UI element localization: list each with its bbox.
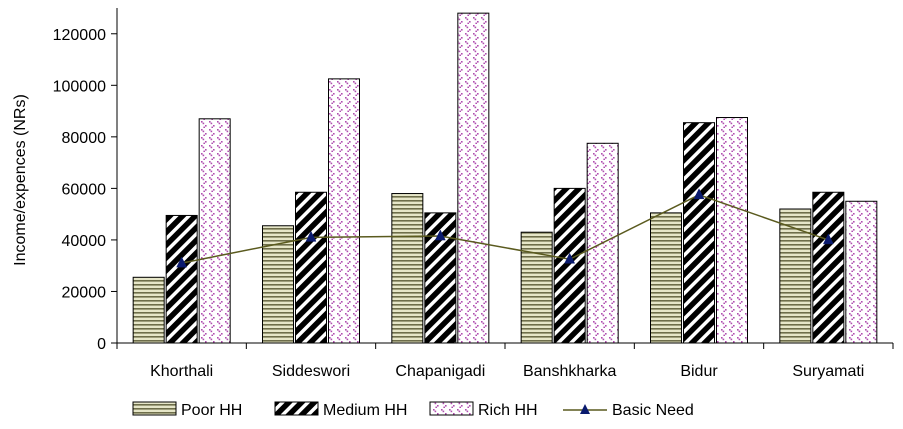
- basic-need-marker: [822, 233, 834, 245]
- bar-rich-hh: [716, 117, 748, 344]
- y-tick-label: 0: [97, 336, 106, 353]
- bar-medium-hh: [683, 122, 715, 344]
- legend-label: Medium HH: [323, 402, 407, 419]
- y-axis-label: Income/expences (NRs): [12, 94, 29, 266]
- y-tick-label: 80000: [62, 130, 107, 147]
- x-tick-label: Khorthali: [150, 363, 213, 380]
- basic-need-marker: [434, 229, 446, 241]
- x-tick-label: Siddeswori: [272, 363, 350, 380]
- x-tick-label: Chapanigadi: [395, 363, 485, 380]
- x-tick-label: Suryamati: [792, 363, 864, 380]
- legend-swatch: [132, 401, 177, 416]
- y-tick-label: 60000: [62, 181, 107, 198]
- y-tick-label: 100000: [53, 78, 106, 95]
- axes: 0 20000 40000 60000 80000 100000 120000: [53, 8, 894, 353]
- legend-swatch: [274, 401, 319, 416]
- legend-triangle-icon: [580, 404, 590, 414]
- y-tick-label: 120000: [53, 27, 106, 44]
- basic-need-marker: [305, 230, 317, 242]
- bars: [132, 12, 878, 344]
- bar-poor-hh: [650, 212, 682, 344]
- legend-label: Basic Need: [612, 402, 694, 419]
- bar-medium-hh: [553, 187, 586, 344]
- basic-need-marker: [693, 188, 705, 200]
- bar-rich-hh: [198, 118, 231, 344]
- legend: Poor HH Medium HH Rich HH Basic Need: [132, 401, 694, 419]
- bar-medium-hh: [812, 191, 845, 344]
- basic-need-marker: [176, 256, 188, 268]
- basic-need-line-layer: [176, 188, 834, 268]
- bar-poor-hh: [391, 193, 424, 344]
- bar-poor-hh: [520, 231, 553, 344]
- basic-need-marker: [564, 252, 576, 264]
- legend-swatch: [429, 401, 474, 416]
- legend-label: Rich HH: [478, 402, 538, 419]
- bar-medium-hh: [165, 214, 198, 344]
- bar-rich-hh: [845, 200, 878, 344]
- bar-poor-hh: [132, 276, 165, 344]
- x-tick-label: Banshkharka: [523, 363, 616, 380]
- bar-medium-hh: [295, 191, 327, 344]
- y-tick-label: 20000: [62, 284, 107, 301]
- category-labels: Khorthali Siddeswori Chapanigadi Banshkhark…: [150, 363, 864, 380]
- basic-need-line: [181, 194, 829, 264]
- bar-rich-hh: [457, 12, 490, 344]
- x-tick-label: Bidur: [680, 363, 718, 380]
- legend-label: Poor HH: [181, 402, 242, 419]
- y-tick-label: 40000: [62, 233, 107, 250]
- bar-rich-hh: [328, 78, 360, 344]
